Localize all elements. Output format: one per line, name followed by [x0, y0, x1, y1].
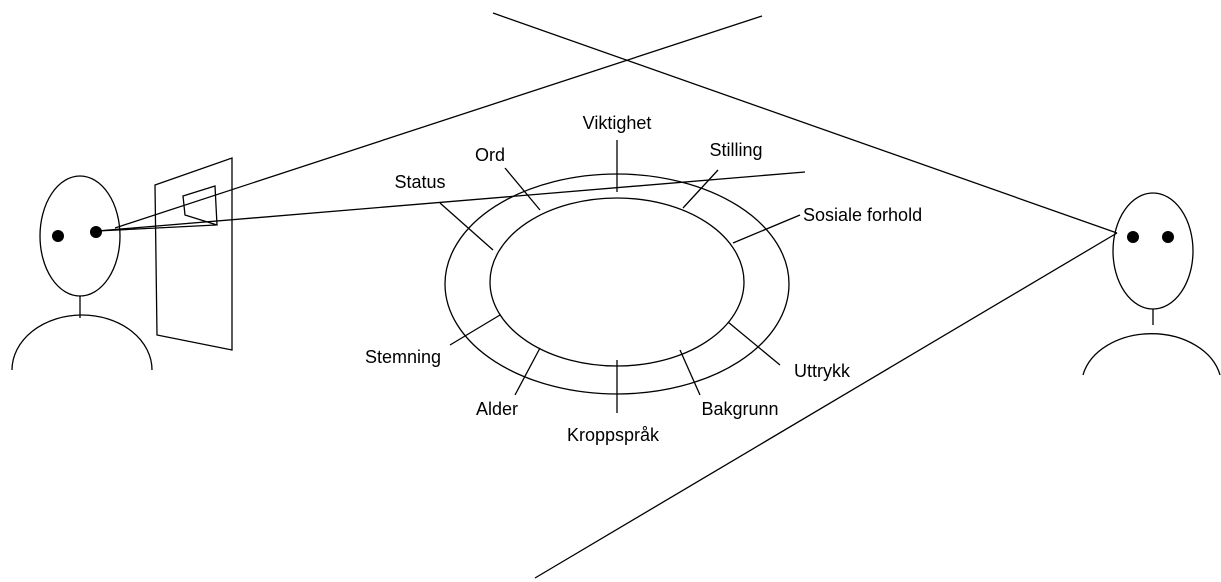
- eye: [52, 230, 64, 242]
- connector: [450, 315, 500, 345]
- sight-line: [535, 233, 1117, 578]
- connector: [683, 170, 718, 208]
- connector: [728, 322, 780, 365]
- head: [1113, 193, 1193, 309]
- eye: [90, 226, 102, 238]
- inner-ring: [490, 198, 744, 366]
- sight-lines: [97, 13, 1117, 578]
- table: [440, 140, 800, 413]
- connector: [505, 168, 540, 210]
- label: Stilling: [709, 140, 762, 160]
- label: Bakgrunn: [701, 399, 778, 419]
- sight-line: [97, 172, 805, 231]
- labels: Viktighet Stilling Sosiale forhold Uttry…: [365, 113, 922, 445]
- connector: [733, 215, 800, 243]
- sight-line: [115, 16, 762, 228]
- page: Viktighet Stilling Sosiale forhold Uttry…: [0, 0, 1221, 582]
- small-frame: [183, 186, 217, 225]
- diagram: Viktighet Stilling Sosiale forhold Uttry…: [0, 0, 1221, 582]
- label: Uttrykk: [794, 361, 851, 381]
- label: Status: [394, 172, 445, 192]
- eye: [1127, 231, 1139, 243]
- eye: [1162, 231, 1174, 243]
- label: Kroppspråk: [567, 425, 660, 445]
- label: Viktighet: [583, 113, 652, 133]
- left-person: [12, 158, 232, 370]
- label: Sosiale forhold: [803, 205, 922, 225]
- frame: [155, 158, 232, 350]
- body: [12, 315, 152, 370]
- label: Ord: [475, 145, 505, 165]
- right-person: [1083, 193, 1220, 375]
- body: [1083, 334, 1220, 375]
- connector: [440, 203, 493, 250]
- label: Alder: [476, 399, 518, 419]
- label: Stemning: [365, 347, 441, 367]
- connector: [680, 350, 700, 395]
- connector: [515, 348, 540, 395]
